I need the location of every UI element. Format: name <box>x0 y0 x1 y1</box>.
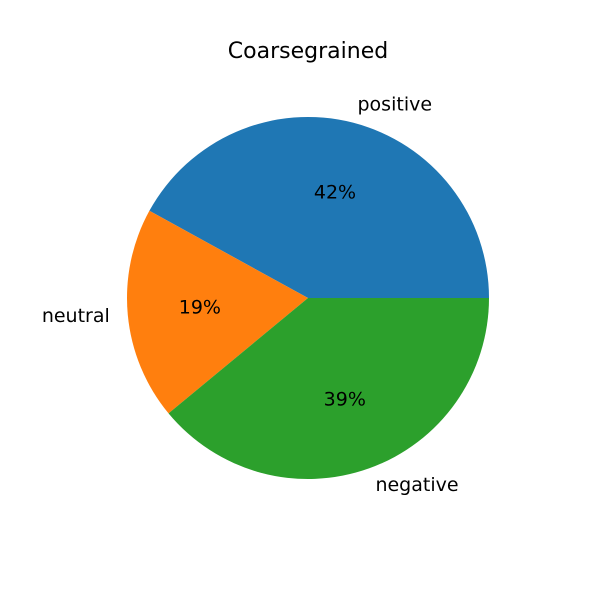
slice-percent-positive: 42% <box>314 181 356 203</box>
pie-slices <box>127 116 489 479</box>
slice-label-positive: positive <box>358 94 433 116</box>
chart-title: Coarsegrained <box>228 39 388 64</box>
slice-percent-negative: 39% <box>324 389 366 411</box>
slice-percent-neutral: 19% <box>179 297 221 319</box>
slice-label-negative: negative <box>375 474 458 496</box>
pie-slice-neutral <box>127 210 308 414</box>
pie-labels: positive 42% neutral 19% negative 39% <box>42 94 459 496</box>
slice-label-neutral: neutral <box>42 305 110 327</box>
pie-slice-positive <box>149 116 489 298</box>
pie-slice-negative <box>168 298 489 479</box>
